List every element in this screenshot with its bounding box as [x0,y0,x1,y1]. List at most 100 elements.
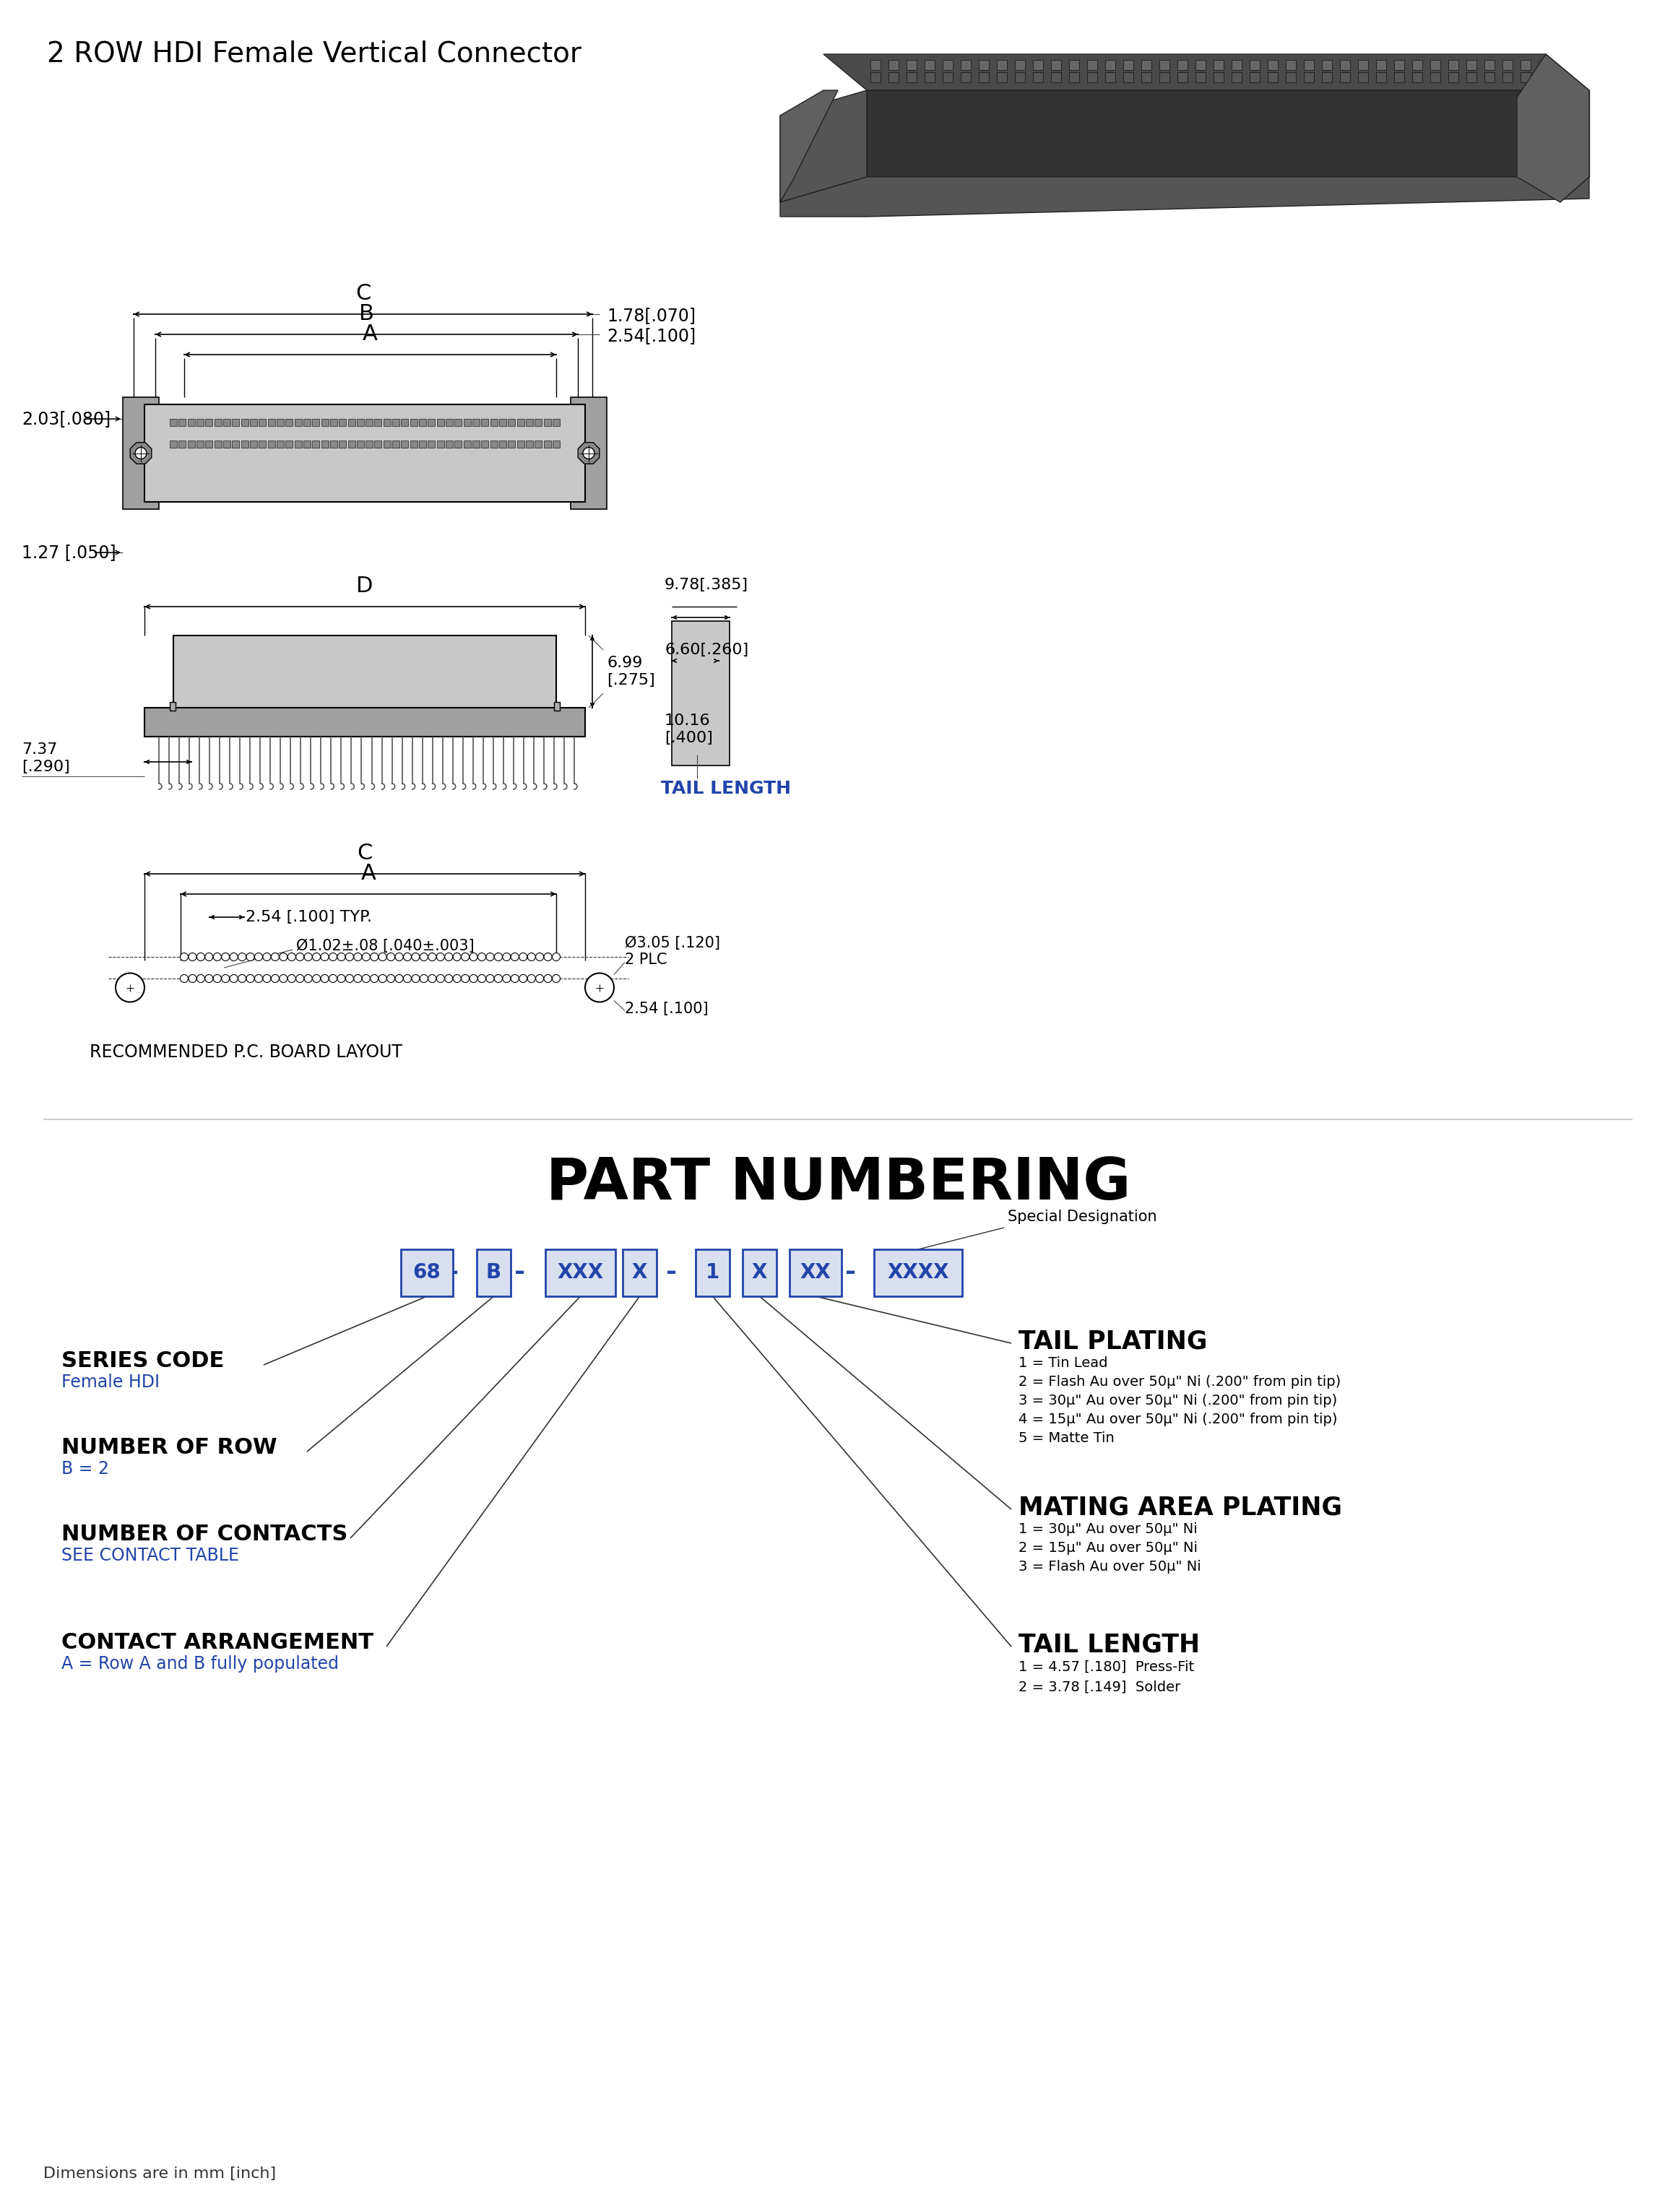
Polygon shape [1087,60,1097,71]
Circle shape [544,975,552,982]
Polygon shape [1267,73,1279,82]
Bar [268,418,275,427]
Text: 3 = 30μ" Au over 50μ" Ni (.200" from pin tip): 3 = 30μ" Au over 50μ" Ni (.200" from pin… [1019,1394,1337,1407]
Circle shape [280,953,287,960]
Circle shape [510,953,519,960]
Bar [169,440,176,447]
Bar [285,440,292,447]
Polygon shape [1034,73,1044,82]
Bar [477,1250,510,1296]
Circle shape [287,975,295,982]
Bar [232,440,240,447]
Bar [366,418,373,427]
Bar [294,418,302,427]
Circle shape [388,953,394,960]
Circle shape [362,953,371,960]
Circle shape [519,975,527,982]
Bar [401,418,408,427]
Text: X: X [752,1263,767,1283]
Bar [169,418,176,427]
Circle shape [320,953,329,960]
Bar [196,418,203,427]
Polygon shape [1069,60,1079,71]
Bar [277,418,284,427]
Bar [357,418,364,427]
Circle shape [519,953,527,960]
Circle shape [371,953,378,960]
Circle shape [436,975,445,982]
Circle shape [295,953,304,960]
Bar [188,418,195,427]
Polygon shape [1394,60,1404,71]
Circle shape [453,953,461,960]
Circle shape [582,447,594,458]
Bar [517,440,524,447]
Polygon shape [961,73,972,82]
Circle shape [552,975,560,982]
Circle shape [388,975,394,982]
Circle shape [238,975,247,982]
Text: B: B [359,303,374,325]
Bar [428,440,435,447]
Circle shape [230,975,238,982]
Polygon shape [1106,73,1116,82]
Circle shape [379,953,386,960]
Bar [446,418,453,427]
Bar [339,440,346,447]
Circle shape [287,953,295,960]
Polygon shape [1394,73,1404,82]
Circle shape [379,975,386,982]
Circle shape [394,975,403,982]
Polygon shape [1178,73,1188,82]
Circle shape [247,953,255,960]
Polygon shape [1376,73,1386,82]
Circle shape [329,953,337,960]
Bar [482,440,488,447]
Text: 1 = 30μ" Au over 50μ" Ni: 1 = 30μ" Au over 50μ" Ni [1019,1522,1198,1535]
Text: XXX: XXX [557,1263,604,1283]
Circle shape [272,953,279,960]
Bar [554,701,560,710]
Circle shape [312,975,320,982]
Polygon shape [780,177,1589,217]
Circle shape [461,953,470,960]
Text: 68: 68 [413,1263,441,1283]
Bar [304,418,310,427]
Text: 1.78[.070]: 1.78[.070] [607,307,696,325]
Polygon shape [997,73,1007,82]
Polygon shape [1087,73,1097,82]
Circle shape [470,975,478,982]
Polygon shape [1015,73,1025,82]
Polygon shape [1034,60,1044,71]
Circle shape [247,975,255,982]
Circle shape [354,975,362,982]
Polygon shape [1123,73,1133,82]
Text: 4 = 15μ" Au over 50μ" Ni (.200" from pin tip): 4 = 15μ" Au over 50μ" Ni (.200" from pin… [1019,1413,1337,1427]
Polygon shape [1213,60,1223,71]
Polygon shape [1448,73,1458,82]
Polygon shape [1376,60,1386,71]
Text: -: - [448,1261,460,1285]
Text: -: - [666,1261,678,1285]
Polygon shape [943,73,953,82]
Bar [339,418,346,427]
Bar [312,440,319,447]
Text: 6.60[.260]: 6.60[.260] [664,644,748,657]
Bar [285,418,292,427]
Polygon shape [1502,73,1512,82]
Circle shape [280,975,287,982]
Text: Female HDI: Female HDI [62,1374,159,1391]
Circle shape [304,953,312,960]
Polygon shape [1178,60,1188,71]
Bar [331,418,337,427]
Circle shape [495,975,502,982]
Text: PART NUMBERING: PART NUMBERING [547,1155,1131,1212]
Polygon shape [1539,73,1549,82]
Text: -: - [515,1261,525,1285]
Text: 1.27 [.050]: 1.27 [.050] [22,544,116,562]
Bar [173,635,555,708]
Polygon shape [1267,60,1279,71]
Bar [455,440,461,447]
Text: NUMBER OF ROW: NUMBER OF ROW [62,1438,277,1458]
Bar [366,440,373,447]
